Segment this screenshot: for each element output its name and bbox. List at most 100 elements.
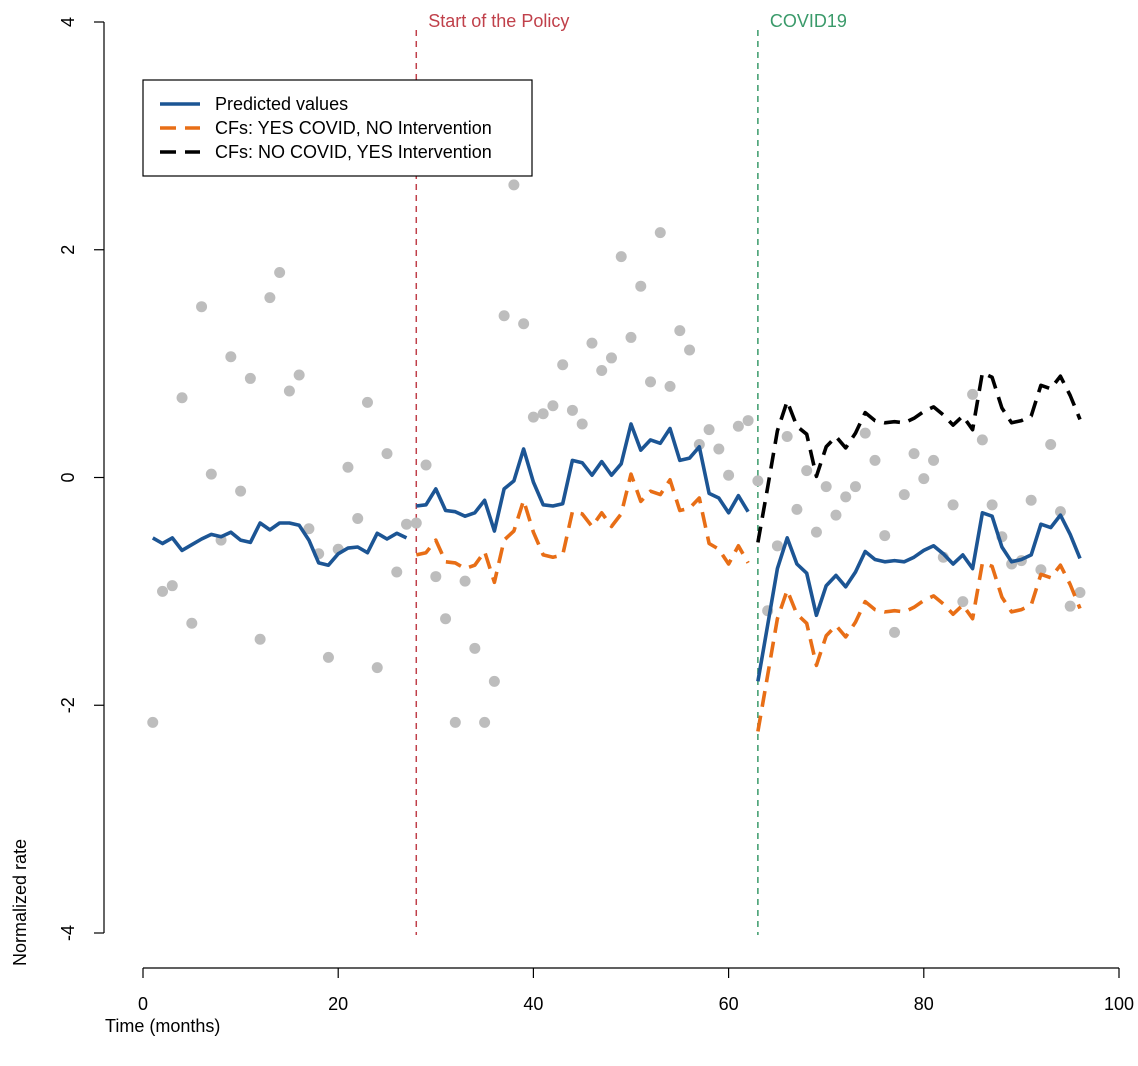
scatter-point [527,411,539,423]
scatter-point [791,503,803,515]
scatter-point [274,267,286,279]
series-lines [151,370,1082,732]
scatter-point [879,530,891,542]
scatter-point [196,301,208,313]
y-tick-label: 4 [58,17,78,27]
scatter-point [479,716,491,728]
scatter-point [147,716,159,728]
scatter-point [771,540,783,552]
scatter-point [547,400,559,412]
y-axis-title: Normalized rate [10,839,30,966]
scatter-point [498,310,510,322]
scatter-point [674,325,686,337]
x-tick-label: 20 [328,994,348,1014]
series-line [415,472,750,585]
scatter-point [947,499,959,511]
scatter-point [283,385,295,397]
scatter-point [723,469,735,481]
scatter-point [430,571,442,583]
y-tick-label: -4 [58,925,78,941]
scatter-point [801,465,813,477]
scatter-point [186,617,198,629]
x-tick-label: 40 [523,994,543,1014]
scatter-point [859,427,871,439]
annotation-label: COVID19 [770,11,847,31]
series-line [416,422,750,533]
scatter-point [1045,438,1057,450]
series-line [151,521,408,568]
scatter-point [908,448,920,460]
scatter-point [488,675,500,687]
scatter-point [889,626,901,638]
legend-label: CFs: YES COVID, NO Intervention [215,118,492,138]
x-tick-label: 0 [138,994,148,1014]
scatter-point [576,418,588,430]
scatter-point [1035,564,1047,576]
scatter-point [244,372,256,384]
scatter-point [645,376,657,388]
y-tick-label: -2 [58,697,78,713]
legend-box [142,79,533,177]
scatter-point [684,344,696,356]
scatter-point [625,331,637,343]
scatter-point [449,716,461,728]
scatter-point [869,454,881,466]
scatter-point [654,227,666,239]
scatter-point [967,388,979,400]
scatter-point [957,596,969,608]
x-axis-title: Time (months) [105,1016,220,1036]
scatter-point [1054,506,1066,518]
scatter-point [664,380,676,392]
x-tick-label: 100 [1104,994,1134,1014]
scatter-point [157,585,169,597]
scatter-point [420,459,432,471]
scatter-point [918,473,930,485]
scatter-point [752,475,764,487]
scatter-point [810,526,822,538]
scatter-point [381,448,393,460]
scatter-point [557,359,569,371]
y-tick-label: 2 [58,245,78,255]
y-tick-label: 0 [58,472,78,482]
scatter-point [849,481,861,493]
scatter-point [586,337,598,349]
scatter-point [166,580,178,592]
scatter-point [508,179,520,191]
scatter-point [820,481,832,493]
scatter-point [986,499,998,511]
legend-label: Predicted values [215,94,348,114]
scatter-point [264,292,276,304]
scatter-point [322,651,334,663]
annotation-label: Start of the Policy [428,11,569,31]
scatter-point [459,575,471,587]
scatter-point [840,491,852,503]
scatter-point [254,633,266,645]
scatter-point [361,396,373,408]
legend: Predicted values CFs: YES COVID, NO Inter… [142,79,533,177]
scatter-point [566,404,578,416]
scatter-point [781,431,793,443]
scatter-point [703,424,715,436]
scatter-point [176,392,188,404]
scatter-point [1025,494,1037,506]
scatter-point [742,415,754,427]
scatter-point [713,443,725,455]
scatter-point [342,461,354,473]
scatter-point [518,318,530,330]
scatter-point [976,434,988,446]
scatter-point [235,485,247,497]
legend-label: CFs: NO COVID, YES Intervention [215,142,492,162]
scatter-point [596,364,608,376]
scatter-point [1064,600,1076,612]
series-line [756,561,1082,732]
scatter-point [732,420,744,432]
scatter-point [635,280,647,292]
scatter-point [410,517,422,529]
x-tick-label: 80 [914,994,934,1014]
scatter-point [469,642,481,654]
scatter-point [1074,587,1086,599]
scatter-point [225,351,237,363]
x-tick-label: 60 [719,994,739,1014]
